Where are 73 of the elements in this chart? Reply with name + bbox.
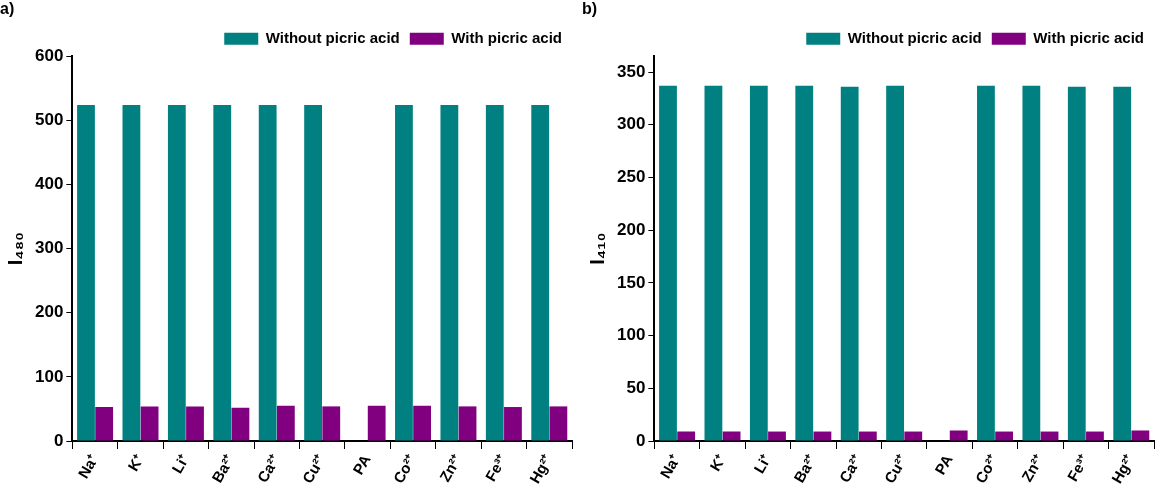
bar bbox=[122, 104, 141, 441]
bar bbox=[322, 406, 341, 441]
y-tick-label: 100 bbox=[616, 325, 646, 345]
bar bbox=[749, 85, 768, 441]
x-tick-label: Na⁺ bbox=[74, 451, 102, 482]
legend-label: With picric acid bbox=[451, 28, 563, 46]
bar bbox=[1040, 431, 1059, 441]
bar bbox=[231, 407, 250, 441]
bar bbox=[504, 407, 522, 441]
x-tick-label: Li⁺ bbox=[168, 451, 193, 476]
y-tick-label: 250 bbox=[616, 167, 646, 187]
bar bbox=[258, 104, 277, 441]
bar bbox=[485, 104, 504, 441]
bar bbox=[949, 430, 968, 441]
bar bbox=[413, 405, 432, 441]
y-tick-label: 500 bbox=[34, 110, 64, 130]
bar bbox=[186, 406, 204, 441]
bar bbox=[977, 85, 995, 441]
bar bbox=[1113, 86, 1132, 441]
y-tick-label: 50 bbox=[626, 378, 646, 397]
bar bbox=[858, 431, 877, 441]
y-tick-label: 200 bbox=[616, 219, 646, 239]
legend-label: Without picric acid bbox=[847, 28, 982, 46]
bar bbox=[304, 104, 322, 441]
bar bbox=[458, 406, 477, 441]
y-axis-title: I₄₁₀ bbox=[585, 232, 608, 265]
x-tick-label: Na⁺ bbox=[656, 451, 684, 482]
y-axis-title: I₄₈₀ bbox=[3, 231, 26, 266]
chart-title: b) bbox=[582, 0, 598, 18]
x-tick-label: K⁺ bbox=[706, 451, 729, 474]
y-tick-label: 150 bbox=[616, 272, 646, 292]
bar bbox=[140, 406, 159, 441]
legend-label: Without picric acid bbox=[265, 28, 400, 46]
y-tick-label: 600 bbox=[34, 45, 64, 65]
bar bbox=[167, 104, 186, 441]
bar bbox=[531, 104, 550, 441]
y-tick-label: 200 bbox=[34, 302, 64, 322]
bar bbox=[677, 431, 696, 441]
bar bbox=[886, 85, 904, 441]
bar bbox=[276, 405, 295, 441]
bar bbox=[213, 104, 232, 441]
bar bbox=[1086, 431, 1104, 441]
bar bbox=[995, 431, 1014, 441]
bar bbox=[1022, 85, 1041, 441]
bar bbox=[95, 407, 114, 441]
bar bbox=[704, 85, 723, 441]
bar bbox=[77, 104, 95, 441]
bar bbox=[813, 431, 832, 441]
bar bbox=[904, 431, 923, 441]
bar bbox=[659, 85, 677, 441]
y-tick-label: 300 bbox=[616, 114, 646, 134]
bar bbox=[840, 86, 859, 441]
y-tick-label: 350 bbox=[616, 61, 646, 81]
chart-title: a) bbox=[0, 0, 15, 18]
bar bbox=[367, 405, 386, 441]
bar bbox=[1067, 86, 1086, 441]
y-tick-label: 0 bbox=[53, 430, 64, 450]
bar bbox=[722, 431, 741, 441]
x-tick-label: Li⁺ bbox=[750, 451, 775, 476]
y-tick-label: 0 bbox=[635, 430, 646, 450]
x-tick-label: PA bbox=[349, 451, 374, 478]
bar bbox=[795, 85, 814, 441]
x-tick-label: K⁺ bbox=[124, 451, 147, 474]
x-tick-label: PA bbox=[931, 451, 956, 478]
bar bbox=[395, 104, 413, 441]
bar bbox=[440, 104, 459, 441]
bar bbox=[1131, 430, 1150, 441]
legend-label: With picric acid bbox=[1033, 28, 1145, 46]
y-tick-label: 300 bbox=[34, 238, 64, 258]
bar bbox=[549, 406, 568, 441]
y-tick-label: 400 bbox=[34, 174, 64, 194]
y-tick-label: 100 bbox=[34, 366, 64, 386]
bar bbox=[768, 431, 786, 441]
